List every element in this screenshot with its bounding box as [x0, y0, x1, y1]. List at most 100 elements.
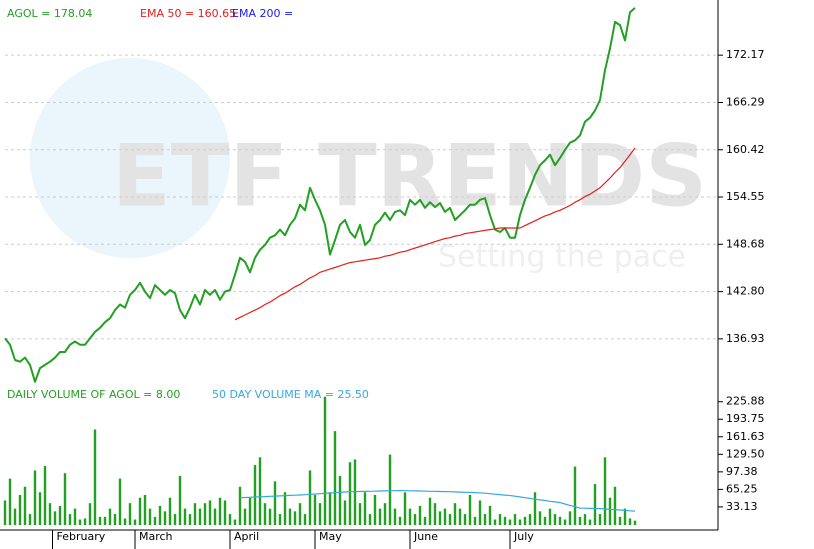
volume-bar — [193, 503, 197, 525]
volume-bar — [418, 505, 422, 525]
volume-bar — [403, 492, 407, 525]
volume-bar — [563, 519, 567, 525]
volume-bar — [73, 508, 77, 525]
volume-bar — [423, 516, 427, 525]
volume-bar — [303, 514, 307, 525]
volume-bar — [118, 478, 122, 525]
volume-bar — [438, 511, 442, 525]
volume-bar — [388, 454, 392, 525]
volume-bar — [453, 503, 457, 525]
volume-bar — [113, 514, 117, 525]
x-tick-label: March — [139, 530, 173, 543]
volume-bar — [43, 466, 47, 525]
volume-bar — [328, 492, 332, 525]
volume-bar — [208, 500, 212, 525]
volume-bar — [298, 503, 302, 525]
y-tick-label: 97.38 — [726, 465, 758, 478]
volume-bar — [498, 514, 502, 525]
volume-bar — [203, 503, 207, 525]
volume-bar — [3, 500, 7, 525]
y-tick-label: 166.29 — [726, 95, 765, 108]
volume-bar — [548, 508, 552, 525]
volume-bar — [83, 518, 87, 525]
volume-bar — [18, 494, 22, 525]
volume-bar — [143, 494, 147, 525]
volume-bar — [623, 508, 627, 525]
volume-bar — [198, 508, 202, 525]
volume-bar — [88, 503, 92, 525]
volume-bar — [268, 508, 272, 525]
volume-bar — [413, 514, 417, 525]
volume-bar — [103, 516, 107, 525]
volume-bar — [458, 508, 462, 525]
volume-bar — [263, 503, 267, 525]
volume-bar — [558, 516, 562, 525]
volume-bar — [483, 514, 487, 525]
volume-bar — [468, 494, 472, 525]
volume-bar — [433, 503, 437, 525]
volume-bar — [28, 514, 32, 525]
volume-bar — [108, 508, 112, 525]
x-tick-label: February — [57, 530, 106, 543]
volume-bar — [58, 505, 62, 525]
volume-bar — [288, 508, 292, 525]
legend-label: DAILY VOLUME OF AGOL = 8.00 — [7, 388, 180, 401]
volume-bar — [588, 519, 592, 525]
volume-bar — [333, 431, 337, 525]
volume-bar — [313, 494, 317, 525]
volume-bar — [513, 514, 517, 525]
volume-bar — [243, 508, 247, 525]
volume-bar — [183, 508, 187, 525]
x-tick-label: May — [319, 530, 342, 543]
volume-bar — [293, 511, 297, 525]
volume-bar — [583, 514, 587, 525]
volume-bar — [478, 500, 482, 525]
y-tick-label: 129.50 — [726, 447, 765, 460]
y-tick-label: 136.93 — [726, 332, 765, 345]
y-tick-label: 33.13 — [726, 500, 758, 513]
volume-bar — [573, 466, 577, 525]
volume-bar — [578, 516, 582, 525]
volume-bar — [373, 494, 377, 525]
volume-bar — [628, 518, 632, 525]
x-tick-label: April — [234, 530, 259, 543]
volume-bar — [318, 503, 322, 525]
x-tick-label: June — [413, 530, 438, 543]
volume-bar — [343, 500, 347, 525]
watermark-tagline: Setting the pace — [438, 240, 686, 275]
volume-bar — [613, 486, 617, 525]
volume-bar — [383, 503, 387, 525]
volume-bar — [248, 497, 252, 525]
x-tick-label: July — [513, 530, 534, 543]
volume-bar — [13, 508, 17, 525]
y-tick-label: 65.25 — [726, 482, 758, 495]
volume-bar — [228, 514, 232, 525]
volume-bar — [323, 396, 327, 525]
volume-bar — [408, 508, 412, 525]
volume-bar — [178, 475, 182, 525]
volume-bar — [393, 508, 397, 525]
y-tick-label: 148.68 — [726, 237, 765, 250]
volume-bar — [48, 503, 52, 525]
volume-bar — [133, 519, 137, 525]
volume-bar — [218, 497, 222, 525]
series-line — [4, 7, 636, 383]
volume-bar — [503, 516, 507, 525]
volume-bar — [448, 514, 452, 525]
volume-bar — [603, 457, 607, 525]
volume-bar — [348, 462, 352, 525]
volume-bar — [188, 514, 192, 525]
volume-bar — [223, 500, 227, 525]
volume-bar — [553, 514, 557, 525]
volume-bar — [428, 497, 432, 525]
volume-bar — [633, 520, 637, 525]
volume-bar — [33, 470, 37, 525]
volume-bar — [473, 516, 477, 525]
y-tick-label: 154.55 — [726, 190, 765, 203]
volume-bar — [353, 459, 357, 525]
volume-bar — [608, 497, 612, 525]
y-tick-label: 193.75 — [726, 412, 765, 425]
volume-bar — [593, 484, 597, 525]
volume-bar — [443, 508, 447, 525]
